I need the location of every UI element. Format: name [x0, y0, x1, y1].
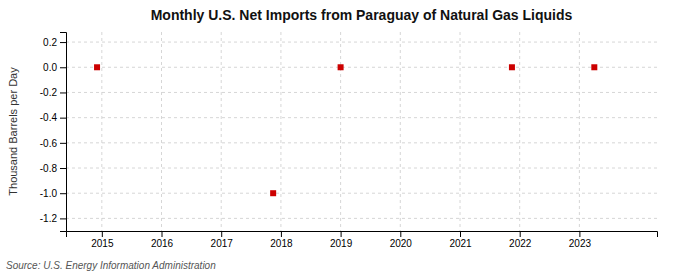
- x-grid-line: [221, 32, 222, 231]
- x-tick-mark: [460, 231, 461, 237]
- source: Source: U.S. Energy Information Administ…: [6, 260, 216, 271]
- points: [94, 64, 597, 196]
- y-tick-label: 0.2: [43, 37, 57, 48]
- y-grid-line: [66, 193, 657, 194]
- point: [94, 64, 100, 70]
- x-tick: 2022: [509, 231, 532, 249]
- y-tick: 0.2: [43, 37, 66, 48]
- y-axis: 0.2 0.0 -0.2 -0.4 -0.6 -0.8 -1.0 -1.2: [40, 33, 67, 232]
- x-grid-line: [460, 32, 461, 231]
- x-tick-label: 2023: [569, 238, 592, 249]
- x-grid-line: [519, 32, 520, 231]
- point: [591, 64, 597, 70]
- x-grid-line: [579, 32, 580, 231]
- x-tick-label: 2015: [91, 238, 114, 249]
- y-tick: -0.4: [40, 112, 66, 123]
- x-tick-label: 2021: [449, 238, 472, 249]
- y-tick-label: 0.0: [43, 62, 57, 73]
- point: [338, 64, 344, 70]
- title: Monthly U.S. Net Imports from Paraguay o…: [151, 7, 573, 23]
- y-tick-mark: [60, 92, 66, 93]
- point: [509, 64, 515, 70]
- x-tick-label: 2019: [330, 238, 353, 249]
- y-grid-line: [66, 218, 657, 219]
- y-tick-mark: [60, 118, 66, 119]
- x-tick-label: 2022: [509, 238, 532, 249]
- grid: [66, 32, 657, 231]
- y-grid-line: [66, 142, 657, 143]
- y-tick: -0.8: [40, 163, 66, 174]
- y-tick: 0.0: [43, 62, 66, 73]
- x-tick: 2016: [151, 231, 174, 249]
- x-tick: 2018: [270, 231, 293, 249]
- x-grid-line: [340, 32, 341, 231]
- y-tick-label: -0.6: [40, 138, 58, 149]
- plot: 2015201620172018201920202021202220230.20…: [40, 32, 658, 249]
- y-tick-mark: [60, 218, 66, 219]
- x-tick: 2017: [211, 231, 234, 249]
- y-tick-label: -0.4: [40, 112, 58, 123]
- y-tick-label: -0.8: [40, 163, 58, 174]
- y-tick-mark: [60, 42, 66, 43]
- y-grid-line: [66, 92, 657, 93]
- y-tick: -0.2: [40, 87, 66, 98]
- chart: 2015201620172018201920202021202220230.20…: [0, 0, 675, 275]
- y-grid-line: [66, 42, 657, 43]
- x-axis: 2015 2016 2017 2018 2019 2020 2021 2022 2023: [67, 231, 658, 249]
- x-grid-line: [400, 32, 401, 231]
- y-axis-title: Thousand Barrels per Day: [7, 67, 19, 196]
- y-tick: -1.2: [40, 213, 66, 224]
- y-tick-mark: [60, 168, 66, 169]
- x-tick: 2021: [449, 231, 472, 249]
- x-grid-line: [161, 32, 162, 231]
- x-tick-mark: [400, 231, 401, 237]
- x-tick-label: 2017: [211, 238, 234, 249]
- y-tick-mark: [60, 143, 66, 144]
- y-tick-mark: [60, 193, 66, 194]
- y-tick-label: -0.2: [40, 87, 58, 98]
- x-tick: 2020: [390, 231, 413, 249]
- y-tick-label: -1.2: [40, 213, 58, 224]
- y-tick-label: -1.0: [40, 188, 58, 199]
- x-tick: 2023: [569, 231, 592, 249]
- x-grid-line: [280, 32, 281, 231]
- y-grid-line: [66, 168, 657, 169]
- x-tick: 2019: [330, 231, 353, 249]
- x-tick-mark: [221, 231, 222, 237]
- x-tick-mark: [102, 231, 103, 237]
- y-tick: -0.6: [40, 138, 66, 149]
- x-grid-line: [101, 32, 102, 231]
- y-grid-line: [66, 67, 657, 68]
- point: [270, 190, 276, 196]
- x-tick-mark: [579, 231, 580, 237]
- y-tick-mark: [60, 67, 66, 68]
- x-axis-line: [67, 232, 658, 238]
- x-tick-label: 2018: [270, 238, 293, 249]
- y-grid-line: [66, 117, 657, 118]
- x-tick-mark: [520, 231, 521, 237]
- y-axis-line: [60, 33, 67, 232]
- x-tick: 2015: [91, 231, 114, 249]
- x-tick-mark: [281, 231, 282, 237]
- x-tick-label: 2020: [390, 238, 413, 249]
- x-tick-mark: [162, 231, 163, 237]
- x-tick-mark: [341, 231, 342, 237]
- y-tick: -1.0: [40, 188, 66, 199]
- x-tick-label: 2016: [151, 238, 174, 249]
